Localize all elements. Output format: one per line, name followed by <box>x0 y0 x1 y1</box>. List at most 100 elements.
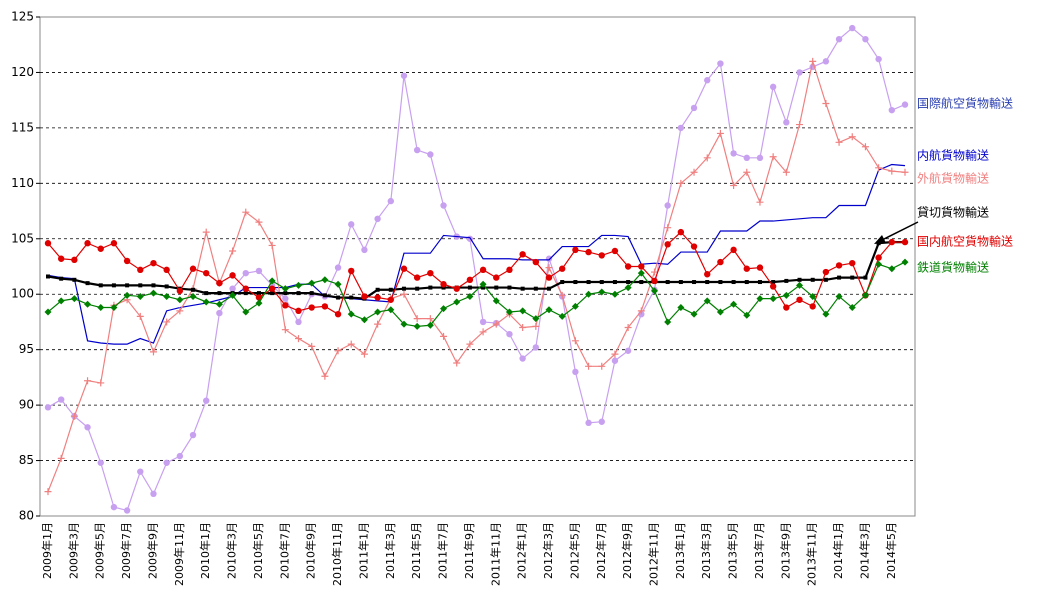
marker <box>242 308 250 316</box>
marker <box>387 197 394 205</box>
marker <box>281 326 289 334</box>
series-line <box>47 231 905 316</box>
marker <box>850 275 855 280</box>
marker <box>282 295 289 302</box>
marker <box>295 281 303 289</box>
marker <box>624 263 632 270</box>
marker <box>558 291 566 299</box>
marker <box>519 307 527 315</box>
x-tick-label: 2009年1月 <box>40 522 54 579</box>
marker <box>598 418 605 425</box>
marker <box>664 318 672 326</box>
marker <box>731 280 736 285</box>
marker <box>611 350 619 358</box>
marker <box>164 284 169 289</box>
marker <box>573 280 578 285</box>
marker <box>149 348 157 356</box>
marker <box>150 490 157 498</box>
marker <box>308 304 315 311</box>
y-tick-label: 120 <box>11 65 34 79</box>
marker <box>598 362 606 370</box>
marker <box>426 315 434 323</box>
marker <box>690 168 698 176</box>
marker <box>387 306 395 314</box>
marker <box>57 454 65 462</box>
marker <box>348 221 355 228</box>
marker <box>44 404 52 411</box>
marker <box>756 154 764 162</box>
marker <box>822 99 830 107</box>
marker <box>479 328 487 336</box>
marker <box>110 304 118 312</box>
marker <box>415 286 420 291</box>
marker <box>44 308 52 316</box>
marker <box>387 296 394 303</box>
marker <box>611 290 619 298</box>
marker <box>229 247 237 255</box>
x-tick-label: 2013年9月 <box>778 522 792 579</box>
marker <box>532 344 540 351</box>
marker <box>545 274 553 281</box>
marker <box>560 280 565 285</box>
marker <box>769 83 777 91</box>
marker <box>783 304 790 311</box>
x-tick-label: 2010年5月 <box>251 522 265 579</box>
marker <box>361 293 368 300</box>
marker <box>704 271 711 278</box>
marker <box>138 283 143 288</box>
marker <box>268 241 276 249</box>
marker <box>242 269 249 277</box>
y-tick-label: 95 <box>19 342 34 356</box>
marker <box>400 265 408 272</box>
marker <box>769 283 777 290</box>
marker <box>479 280 487 288</box>
marker <box>888 265 896 273</box>
marker <box>532 315 540 323</box>
marker <box>466 276 474 284</box>
marker <box>665 280 670 285</box>
marker <box>572 368 579 376</box>
x-tick-label: 2012年11月 <box>646 522 660 586</box>
marker <box>137 468 144 475</box>
marker <box>782 168 790 176</box>
marker <box>809 57 817 65</box>
marker <box>624 284 632 292</box>
series-label: 外航貨物輸送 <box>917 171 989 186</box>
marker <box>664 224 672 232</box>
marker <box>428 285 433 290</box>
marker <box>255 218 263 226</box>
marker <box>769 153 777 161</box>
marker <box>413 322 421 330</box>
lines <box>44 24 909 514</box>
x-tick-label: 2011年3月 <box>383 522 397 579</box>
marker <box>176 287 184 295</box>
marker <box>888 106 896 114</box>
marker <box>440 281 447 288</box>
plot-area <box>39 16 916 517</box>
marker <box>479 318 487 326</box>
marker <box>295 307 302 315</box>
marker <box>136 312 144 320</box>
marker <box>507 285 512 290</box>
marker <box>690 243 698 250</box>
marker <box>611 357 619 364</box>
marker <box>705 280 710 285</box>
marker <box>110 503 118 511</box>
marker <box>757 280 762 285</box>
marker <box>796 296 803 303</box>
marker <box>519 323 527 331</box>
marker <box>85 281 90 286</box>
marker <box>202 298 210 306</box>
marker <box>255 267 263 275</box>
marker <box>545 255 553 262</box>
marker <box>427 269 434 277</box>
marker <box>888 238 896 246</box>
marker <box>704 77 711 84</box>
marker <box>796 281 804 289</box>
marker <box>466 292 474 300</box>
marker <box>545 306 553 314</box>
marker <box>374 215 381 223</box>
marker <box>57 297 65 305</box>
marker <box>664 202 671 209</box>
marker <box>835 138 843 146</box>
